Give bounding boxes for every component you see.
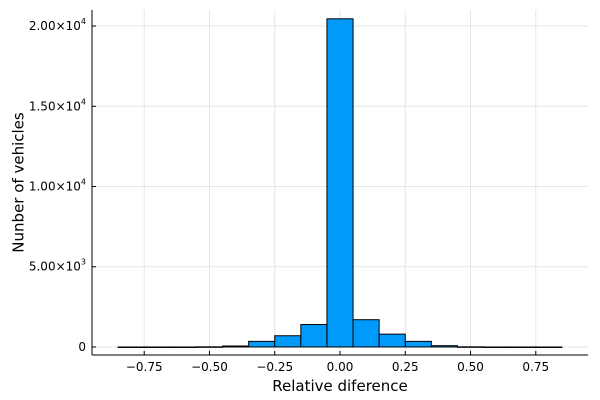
x-tick-label: −0.25 <box>256 360 293 374</box>
bar-layer <box>117 18 563 348</box>
histogram-bar <box>195 346 224 348</box>
histogram-bar <box>300 324 328 348</box>
x-tick-label: −0.50 <box>191 360 228 374</box>
y-tick-label: 5.00×103 <box>29 258 86 274</box>
y-tick-label: 0 <box>78 340 86 354</box>
histogram-bar <box>248 340 276 348</box>
histogram-bar <box>352 319 380 348</box>
y-ticks: 0 5.00×103 1.00×104 1.50×104 2.00×104 <box>29 17 96 354</box>
histogram-bar <box>117 346 145 348</box>
y-tick-label: 1.00×104 <box>29 178 86 194</box>
histogram-bar <box>169 346 197 348</box>
x-tick-label: −0.75 <box>126 360 163 374</box>
x-tick-label: 0.50 <box>457 360 484 374</box>
histogram-bar <box>404 340 432 348</box>
histogram-bar <box>378 333 406 348</box>
y-tick-label: 1.50×104 <box>29 97 86 113</box>
x-tick-label: 0.00 <box>327 360 354 374</box>
y-tick-label: 2.00×104 <box>29 17 86 33</box>
x-tick-label: 0.25 <box>392 360 419 374</box>
histogram-bar <box>222 345 250 348</box>
histogram-bar <box>430 345 458 348</box>
histogram-bar <box>143 346 171 348</box>
histogram-bar <box>326 18 354 348</box>
histogram-bar <box>535 346 563 348</box>
x-axis-label: Relative diference <box>272 377 408 395</box>
x-tick-label: 0.75 <box>522 360 549 374</box>
histogram-bar <box>509 346 537 348</box>
y-axis-label: Nunber of vehicles <box>9 112 27 253</box>
x-ticks: −0.75 −0.50 −0.25 0.00 0.25 0.50 0.75 <box>126 351 549 374</box>
histogram-bar <box>483 346 511 348</box>
histogram-bar <box>274 335 302 348</box>
histogram-bar <box>456 346 485 348</box>
